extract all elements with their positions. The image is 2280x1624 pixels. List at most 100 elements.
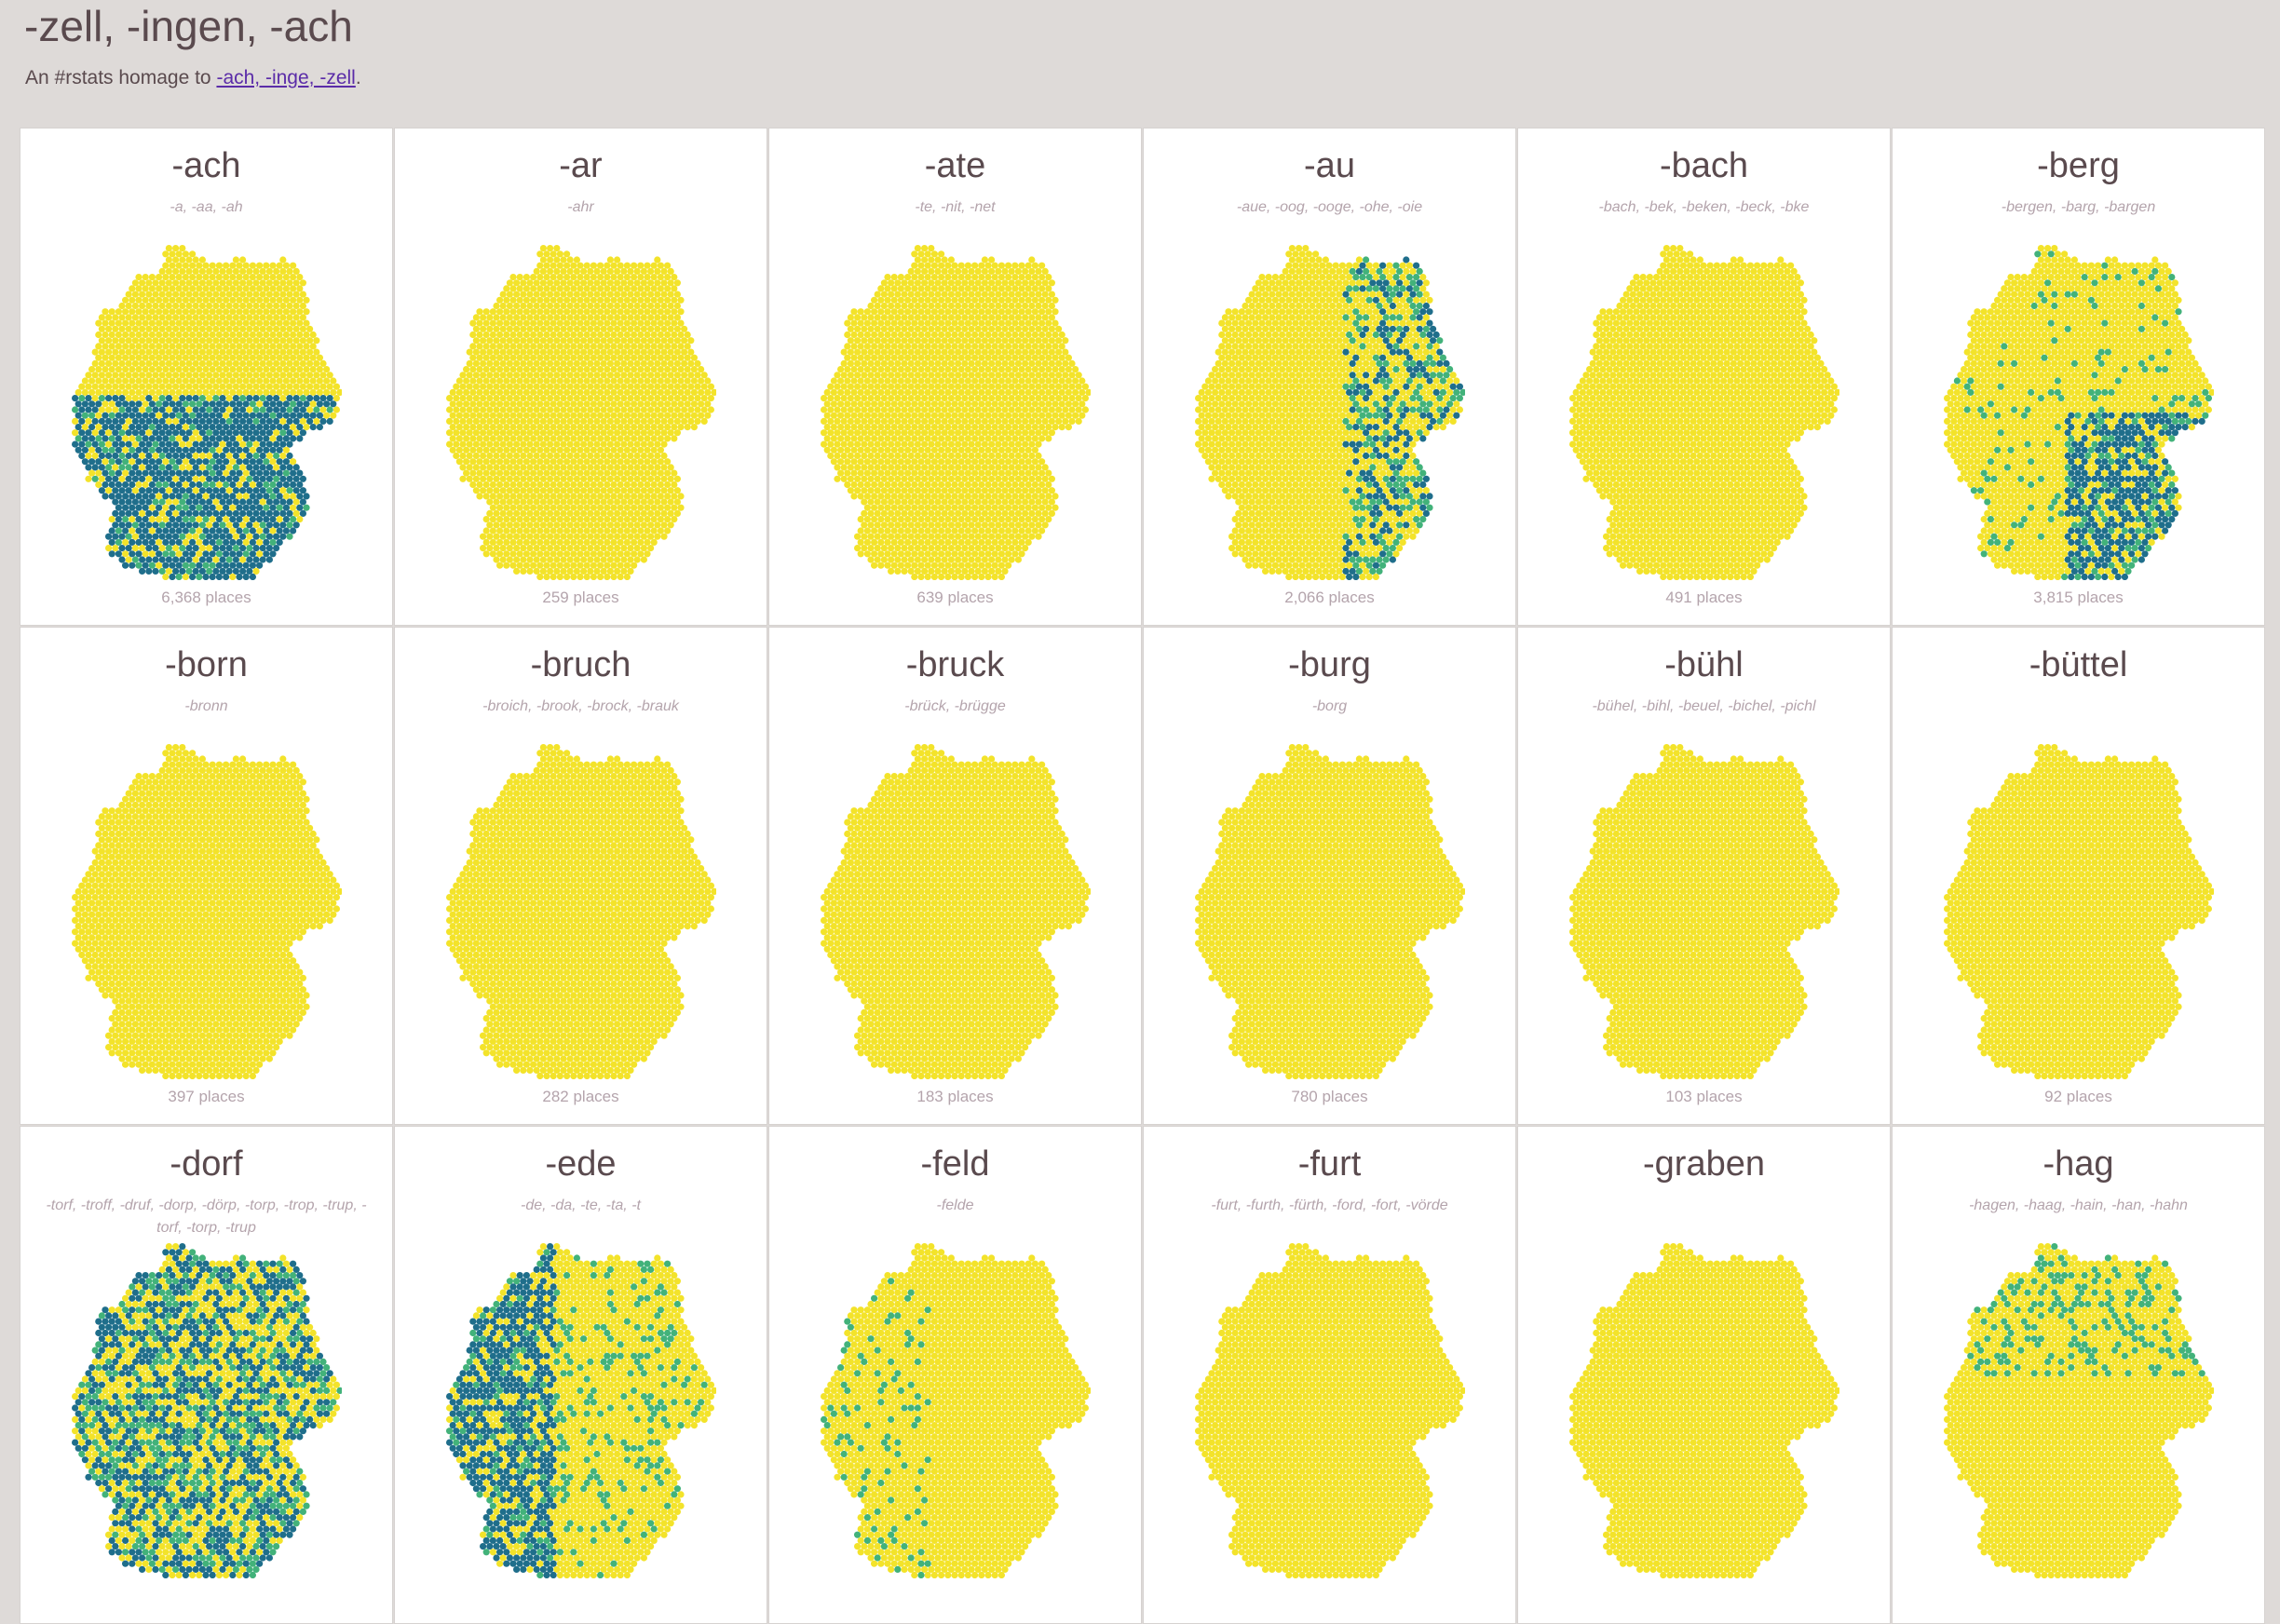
panel-buettel: -büttel 92 places	[1892, 627, 2265, 1125]
intro-text: An #rstats homage to	[25, 67, 216, 88]
panel-variants: -borg	[1157, 696, 1502, 718]
panel-count: 92 places	[1893, 1088, 2264, 1106]
panel-ar: -ar -ahr 259 places	[394, 128, 767, 626]
panel-variants: -a, -aa, -ah	[34, 196, 379, 219]
germany-hex-map	[1944, 744, 2214, 1079]
hexbin-svg	[1569, 1243, 1839, 1578]
panel-variants: -bach, -bek, -beken, -beck, -bke	[1531, 196, 1877, 219]
panel-bruch: -bruch -broich, -brook, -brock, -brauk 2…	[394, 627, 767, 1125]
panel-graben: -graben	[1517, 1126, 1891, 1624]
panel-variants: -felde	[782, 1195, 1128, 1217]
panel-title: -hag	[1893, 1144, 2264, 1184]
intro-end: .	[356, 67, 361, 88]
hexbin-svg	[446, 744, 716, 1079]
germany-hex-map	[446, 245, 716, 580]
panel-title: -feld	[769, 1144, 1141, 1184]
hexbin-svg	[72, 744, 342, 1079]
panel-born: -born -bronn 397 places	[20, 627, 393, 1125]
panel-title: -ar	[395, 145, 767, 186]
panel-title: -dorf	[20, 1144, 392, 1184]
panel-hag: -hag -hagen, -haag, -hain, -han, -hahn	[1892, 1126, 2265, 1624]
panel-buehl: -bühl -bühel, -bihl, -beuel, -bichel, -p…	[1517, 627, 1891, 1125]
hexbin-svg	[821, 245, 1091, 580]
hexbin-svg	[821, 1243, 1091, 1578]
hexbin-svg	[72, 1243, 342, 1578]
panel-title: -bach	[1518, 145, 1890, 186]
panel-furt: -furt -furt, -furth, -fürth, -ford, -for…	[1143, 1126, 1516, 1624]
panel-count: 780 places	[1144, 1088, 1515, 1106]
hexbin-svg	[1944, 744, 2214, 1079]
panel-count: 3,815 places	[1893, 589, 2264, 607]
panel-title: -furt	[1144, 1144, 1515, 1184]
panel-count: 259 places	[395, 589, 767, 607]
germany-hex-map	[446, 744, 716, 1079]
panel-variants: -te, -nit, -net	[782, 196, 1128, 219]
panel-count: 397 places	[20, 1088, 392, 1106]
panel-bach: -bach -bach, -bek, -beken, -beck, -bke 4…	[1517, 128, 1891, 626]
germany-hex-map	[821, 245, 1091, 580]
panel-dorf: -dorf -torf, -troff, -druf, -dorp, -dörp…	[20, 1126, 393, 1624]
homage-link[interactable]: -ach, -inge, -zell	[216, 67, 355, 88]
panel-count: 639 places	[769, 589, 1141, 607]
hexbin-svg	[821, 744, 1091, 1079]
panel-variants: -furt, -furth, -fürth, -ford, -fort, -vö…	[1157, 1195, 1502, 1217]
panel-title: -ach	[20, 145, 392, 186]
panel-variants: -bergen, -barg, -bargen	[1906, 196, 2251, 219]
germany-hex-map	[821, 1243, 1091, 1578]
germany-hex-map	[1569, 744, 1839, 1079]
germany-hex-map	[1195, 1243, 1465, 1578]
panel-variants: -bühel, -bihl, -beuel, -bichel, -pichl	[1531, 696, 1877, 718]
panel-au: -au -aue, -oog, -ooge, -ohe, -oie 2,066 …	[1143, 128, 1516, 626]
germany-hex-map	[72, 1243, 342, 1578]
panel-ede: -ede -de, -da, -te, -ta, -t	[394, 1126, 767, 1624]
hexbin-svg	[72, 245, 342, 580]
germany-hex-map	[72, 744, 342, 1079]
germany-hex-map	[1569, 1243, 1839, 1578]
germany-hex-map	[1944, 1243, 2214, 1578]
panel-title: -bruch	[395, 644, 767, 685]
page-title: -zell, -ingen, -ach	[24, 0, 353, 52]
panel-variants: -bronn	[34, 696, 379, 718]
panel-title: -berg	[1893, 145, 2264, 186]
panel-variants: -de, -da, -te, -ta, -t	[408, 1195, 753, 1217]
hexbin-svg	[1944, 1243, 2214, 1578]
panel-count: 6,368 places	[20, 589, 392, 607]
panel-title: -graben	[1518, 1144, 1890, 1184]
panel-title: -au	[1144, 145, 1515, 186]
hexbin-svg	[1195, 1243, 1465, 1578]
panel-count: 282 places	[395, 1088, 767, 1106]
intro-paragraph: An #rstats homage to -ach, -inge, -zell.	[25, 67, 361, 89]
panel-bruck: -bruck -brück, -brügge 183 places	[768, 627, 1142, 1125]
hexbin-svg	[1569, 744, 1839, 1079]
hexbin-svg	[1569, 245, 1839, 580]
panel-title: -born	[20, 644, 392, 685]
panel-ach: -ach -a, -aa, -ah 6,368 places	[20, 128, 393, 626]
germany-hex-map	[821, 744, 1091, 1079]
hexbin-svg	[446, 1243, 716, 1578]
panel-title: -ede	[395, 1144, 767, 1184]
germany-hex-map	[72, 245, 342, 580]
small-multiples-grid: -ach -a, -aa, -ah 6,368 places -ar -ahr …	[20, 128, 2266, 1487]
panel-title: -bruck	[769, 644, 1141, 685]
germany-hex-map	[1195, 245, 1465, 580]
panel-count: 2,066 places	[1144, 589, 1515, 607]
germany-hex-map	[1195, 744, 1465, 1079]
hexbin-svg	[446, 245, 716, 580]
hexbin-svg	[1195, 245, 1465, 580]
panel-variants: -broich, -brook, -brock, -brauk	[408, 696, 753, 718]
panel-variants: -ahr	[408, 196, 753, 219]
germany-hex-map	[446, 1243, 716, 1578]
panel-title: -büttel	[1893, 644, 2264, 685]
germany-hex-map	[1944, 245, 2214, 580]
panel-berg: -berg -bergen, -barg, -bargen 3,815 plac…	[1892, 128, 2265, 626]
panel-variants: -torf, -troff, -druf, -dorp, -dörp, -tor…	[34, 1195, 379, 1239]
panel-feld: -feld -felde	[768, 1126, 1142, 1624]
panel-title: -burg	[1144, 644, 1515, 685]
panel-title: -ate	[769, 145, 1141, 186]
panel-title: -bühl	[1518, 644, 1890, 685]
panel-count: 103 places	[1518, 1088, 1890, 1106]
panel-variants: -aue, -oog, -ooge, -ohe, -oie	[1157, 196, 1502, 219]
hexbin-svg	[1944, 245, 2214, 580]
panel-count: 183 places	[769, 1088, 1141, 1106]
hexbin-svg	[1195, 744, 1465, 1079]
